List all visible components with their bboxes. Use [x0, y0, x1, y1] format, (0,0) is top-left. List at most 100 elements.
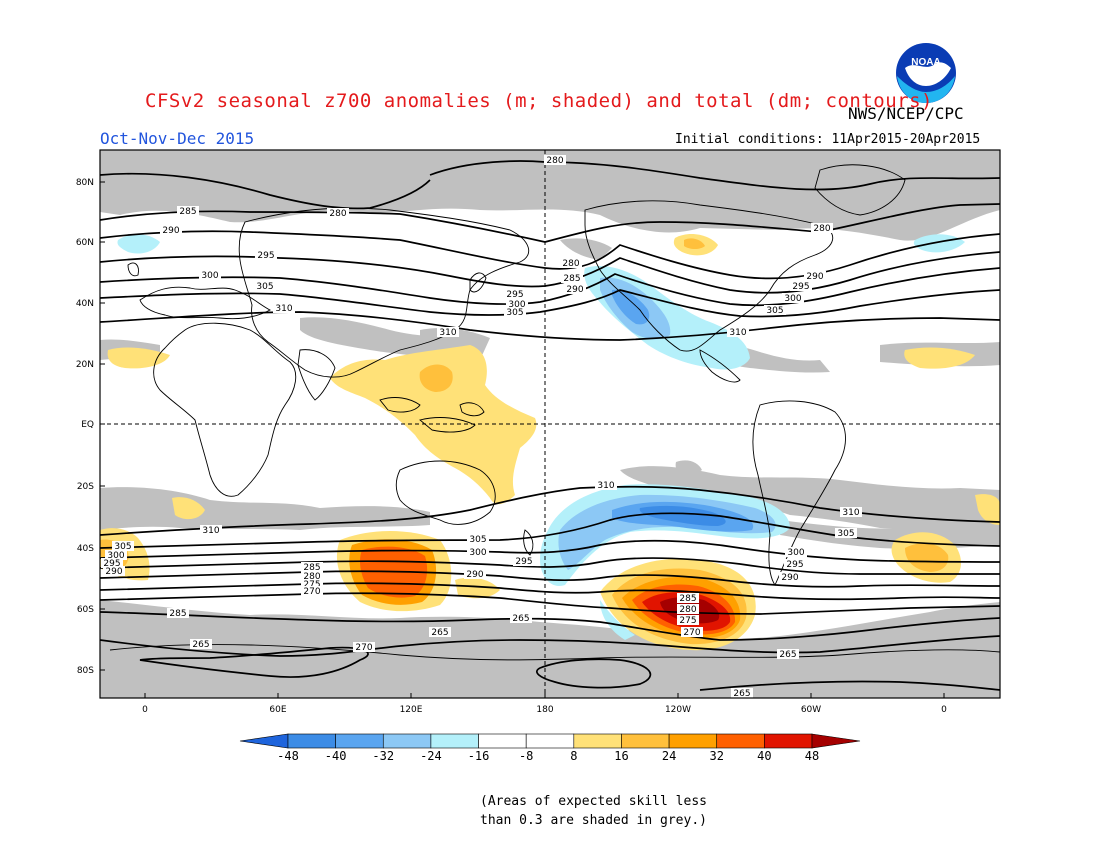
contour-label: 265 [779, 650, 796, 660]
contour-label-bg [785, 547, 807, 557]
contour-label-bg [190, 639, 212, 649]
contour-label-bg [777, 649, 799, 659]
chart-title: CFSv2 seasonal z700 anomalies (m; shaded… [145, 90, 933, 112]
lon-label: 0 [941, 705, 947, 715]
lat-label: 80S [77, 666, 94, 676]
contour-label: 285 [169, 609, 186, 619]
contour-label-bg [504, 307, 526, 317]
lon-label: 0 [142, 705, 148, 715]
contour-label: 305 [766, 306, 783, 316]
contour-label-bg [560, 258, 582, 268]
contour-label: 295 [506, 290, 523, 300]
contour-label-bg [167, 608, 189, 618]
colorbar-tick-label: -40 [325, 749, 347, 763]
contour-label-bg [273, 303, 295, 313]
contour-label: 290 [466, 570, 483, 580]
contour-label: 305 [256, 282, 273, 292]
contour-label: 270 [683, 628, 700, 638]
contour-label-bg [112, 541, 134, 551]
colorbar-segment [573, 733, 622, 749]
contour-label: 310 [597, 481, 614, 491]
contour-label: 295 [257, 251, 274, 261]
skill-note-line-2: than 0.3 are shaded in grey.) [480, 813, 707, 828]
contour-label-bg [561, 273, 583, 283]
colorbar-tick-label: -24 [420, 749, 442, 763]
contour-label-bg [835, 528, 857, 538]
contour-label-bg [200, 525, 222, 535]
colorbar-tick-label: -48 [277, 749, 299, 763]
contour-label: 300 [784, 294, 801, 304]
contour-label: 290 [806, 272, 823, 282]
contour-label-bg [160, 225, 182, 235]
contour-label-bg [804, 271, 826, 281]
colorbar-tick-label: 8 [570, 749, 577, 763]
lat-label: 20N [76, 360, 94, 370]
contour-label-bg [811, 223, 833, 233]
colorbar-segment [764, 733, 813, 749]
contour-label: 285 [303, 563, 320, 573]
lat-label: 40N [76, 299, 94, 309]
contour-label: 270 [303, 587, 320, 597]
contour-label: 295 [786, 560, 803, 570]
contour-label-bg [764, 305, 786, 315]
contour-label: 310 [842, 508, 859, 518]
contour-label: 290 [781, 573, 798, 583]
contour-label: 265 [192, 640, 209, 650]
colorbar: -48 -40 -32 -24 -16 -8 8 16 24 32 40 48 [239, 733, 861, 763]
contour-label-bg [105, 550, 127, 560]
contour-label-bg [301, 562, 323, 572]
latitude-labels: 80N 60N 40N 20N EQ 20S 40S 60S 80S [76, 178, 105, 676]
contour-label-bg [467, 547, 489, 557]
contour-label-bg [510, 613, 532, 623]
contour-label-bg [327, 208, 349, 218]
season-label: Oct-Nov-Dec 2015 [100, 129, 255, 148]
contour-label-bg [677, 593, 699, 603]
contour-label: 285 [563, 274, 580, 284]
colorbar-tick-label: 32 [710, 749, 724, 763]
colorbar-segment [478, 733, 527, 749]
contour-label-bg [504, 289, 526, 299]
skill-note: (Areas of expected skill less than 0.3 a… [480, 792, 707, 830]
contour-label: 300 [469, 548, 486, 558]
colorbar-tick-label: -32 [372, 749, 394, 763]
colorbar-segment [430, 733, 479, 749]
colorbar-tick-label: -16 [468, 749, 490, 763]
colorbar-segment [668, 733, 718, 749]
colorbar-tick-label: 40 [757, 749, 771, 763]
lat-label: 60N [76, 238, 94, 248]
contour-label: 280 [562, 259, 579, 269]
contour-label: 305 [114, 542, 131, 552]
longitude-labels: 0 60E 120E 180 120W 60W 0 [142, 693, 947, 715]
lon-label: 60E [269, 705, 286, 715]
colorbar-tick-label: -8 [519, 749, 533, 763]
colorbar-segment [525, 733, 575, 749]
contour-label: 275 [679, 616, 696, 626]
noaa-logo: NOAA [896, 43, 956, 103]
contour-label-bg [464, 569, 486, 579]
lon-label: 180 [536, 705, 553, 715]
lat-label: 80N [76, 178, 94, 188]
contour-label: 300 [201, 271, 218, 281]
colorbar-tick-label: 48 [805, 749, 819, 763]
contour-label-bg [103, 566, 125, 576]
lat-label: 20S [77, 482, 94, 492]
contour-label-bg [564, 284, 586, 294]
colorbar-arrow-right [811, 733, 861, 749]
contour-label: 300 [508, 300, 525, 310]
contour-label: 295 [792, 282, 809, 292]
contour-label: 280 [679, 605, 696, 615]
contour-label-bg [544, 155, 566, 165]
contour-label: 285 [179, 207, 196, 217]
contour-label-bg [779, 572, 801, 582]
contour-label-bg [782, 293, 804, 303]
contour-label: 300 [107, 551, 124, 561]
contour-label: 280 [303, 572, 320, 582]
contour-label: 265 [512, 614, 529, 624]
contour-label: 310 [439, 328, 456, 338]
colorbar-arrow-left [239, 733, 289, 749]
logo-text: NOAA [911, 57, 940, 68]
lat-label: EQ [81, 420, 94, 430]
contour-label-bg [301, 571, 323, 581]
agency-label: NWS/NCEP/CPC [848, 104, 964, 123]
contour-label-bg [301, 579, 323, 589]
